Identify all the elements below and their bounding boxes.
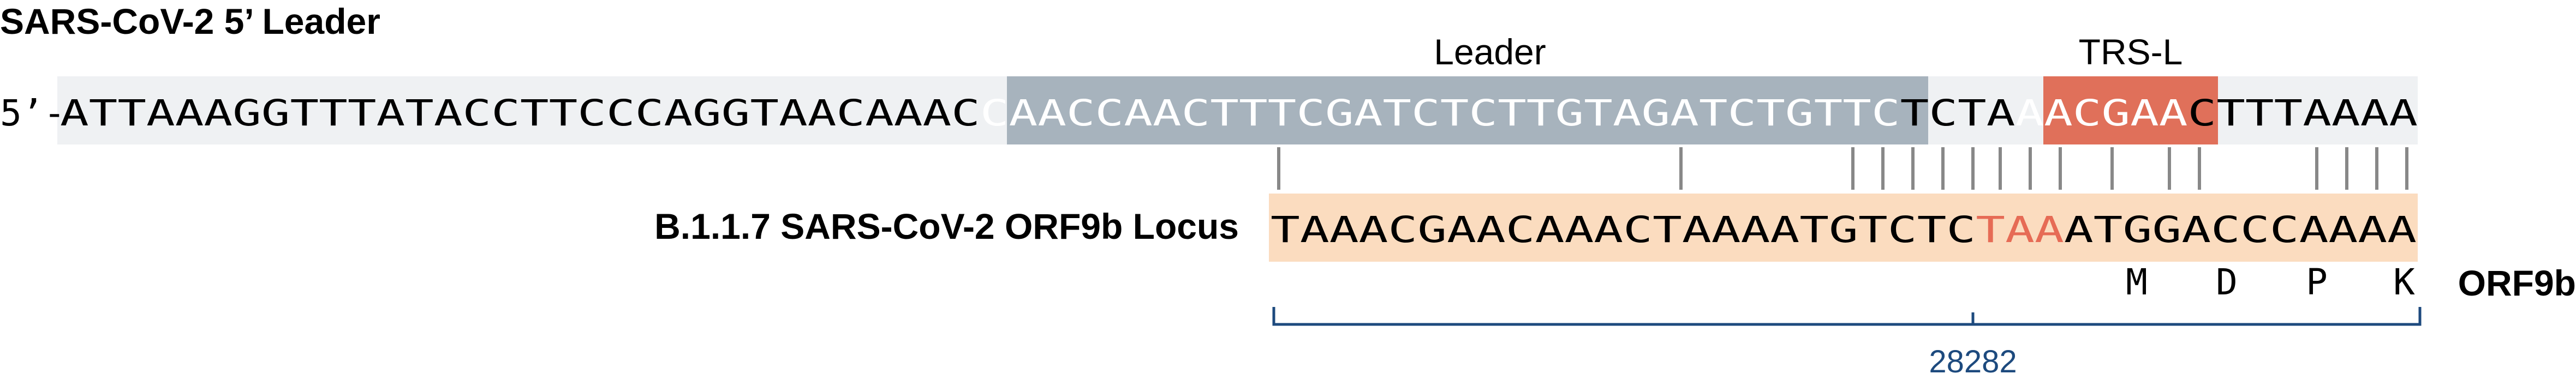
genome-position-label: 28282 (1929, 344, 2017, 379)
base-match-lines (1277, 147, 2408, 190)
trs-l-box (2043, 76, 2218, 144)
amino-acid-m: M (2126, 261, 2148, 303)
orf9b-locus-sequence: TAAACGAACAAACTAAAATGTCTC TAA ATGGACCCAAAA (1271, 208, 2417, 251)
trs-l-label: TRS-L (2079, 32, 2183, 72)
leader-region-box (1007, 76, 1928, 144)
leader-sequence: ATTAAAGGTTTATACCTTCCCAGGTAACAAAC CAACCAAC… (60, 92, 2418, 134)
genome-position-bracket (1272, 307, 2422, 326)
orf9b-locus-box (1269, 194, 2418, 262)
locus-label: B.1.1.7 SARS-CoV-2 ORF9b Locus (654, 206, 1239, 246)
amino-acid-d: D (2216, 261, 2238, 303)
five-prime-prefix: 5’- (0, 92, 65, 134)
orf9b-label: ORF9b (2458, 263, 2576, 303)
amino-acid-k: K (2393, 261, 2415, 303)
leader-label: Leader (1434, 32, 1546, 72)
diagram-title: SARS-CoV-2 5’ Leader (0, 1, 380, 41)
amino-acid-p: P (2306, 261, 2328, 303)
